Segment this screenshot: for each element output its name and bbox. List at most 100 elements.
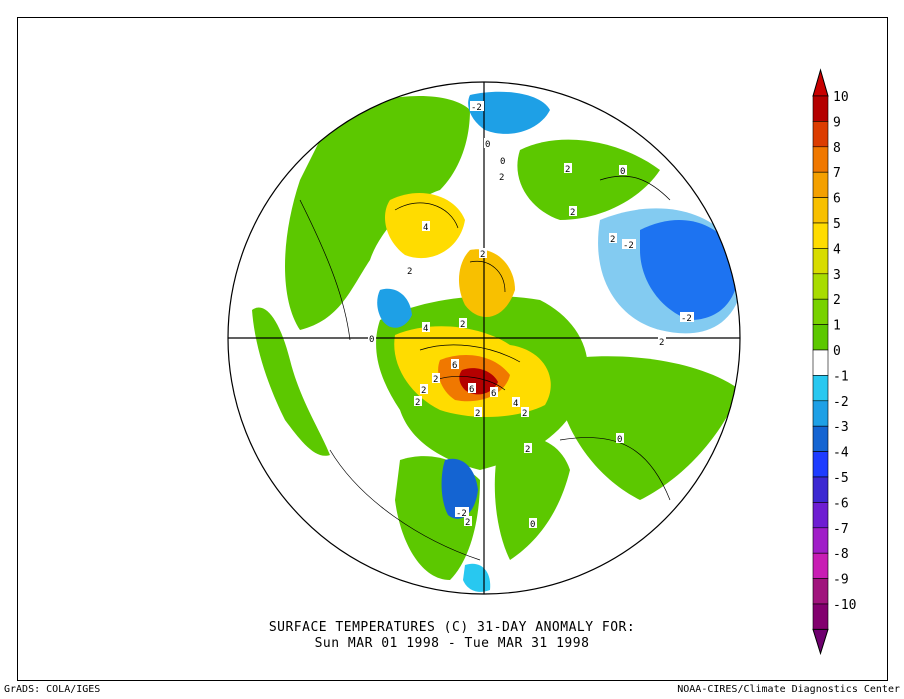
contour-label: 2 bbox=[610, 235, 615, 245]
map-title: SURFACE TEMPERATURES (C) 31-DAY ANOMALY … bbox=[268, 620, 636, 635]
colorbar-swatch bbox=[812, 451, 829, 478]
contour-label: 0 bbox=[369, 335, 374, 345]
anomaly-core-pole bbox=[458, 249, 515, 317]
contour-label: 0 bbox=[500, 157, 505, 167]
map-date-range: Sun MAR 01 1998 - Tue MAR 31 1998 bbox=[314, 636, 590, 651]
contour-label-bg bbox=[422, 322, 430, 332]
colorbar-label: -2 bbox=[833, 395, 849, 410]
contour-label: 2 bbox=[565, 165, 570, 175]
contour-label-bg bbox=[619, 165, 627, 175]
contour-label-bg bbox=[451, 359, 459, 369]
colorbar-label: -7 bbox=[833, 522, 849, 537]
contour-label-bg bbox=[622, 239, 636, 249]
contour-label-bg bbox=[658, 336, 666, 346]
colorbar-swatch bbox=[812, 552, 829, 579]
colorbar-label: 6 bbox=[833, 192, 841, 207]
colorbar-swatch bbox=[812, 349, 829, 376]
contour-label-bg bbox=[455, 507, 469, 517]
colorbar-top-arrow bbox=[812, 68, 829, 97]
credit-grads: GrADS: COLA/IGES bbox=[4, 684, 101, 695]
colorbar-label: 8 bbox=[833, 141, 841, 156]
contour-label: 2 bbox=[480, 250, 485, 260]
colorbar-label: 3 bbox=[833, 268, 841, 283]
anomaly-field bbox=[228, 82, 740, 594]
contour-label-bg bbox=[498, 171, 506, 181]
colorbar-swatch bbox=[812, 146, 829, 173]
contour-label-bg bbox=[414, 396, 422, 406]
contour-label: 4 bbox=[423, 223, 428, 233]
contour-label: 2 bbox=[522, 409, 527, 419]
anomaly-region-warm-pacific bbox=[252, 307, 330, 456]
colorbar-label: 1 bbox=[833, 319, 841, 334]
contour-label-bg bbox=[406, 265, 414, 275]
colorbar-swatch bbox=[812, 425, 829, 452]
anomaly-region-warm-atlantic-east bbox=[494, 436, 570, 560]
colorbar-swatch bbox=[812, 476, 829, 503]
contour-label: -2 bbox=[456, 509, 467, 519]
contour-label: 2 bbox=[460, 320, 465, 330]
colorbar-label: 5 bbox=[833, 217, 841, 232]
contour-label: 2 bbox=[407, 267, 412, 277]
contour-label-bg bbox=[490, 387, 498, 397]
colorbar-swatch bbox=[812, 273, 829, 300]
colorbar-label: 10 bbox=[833, 90, 849, 105]
contour-label-bg bbox=[459, 318, 467, 328]
contour-label-bg bbox=[512, 397, 520, 407]
contour-label-bg bbox=[420, 384, 428, 394]
colorbar-swatch bbox=[812, 197, 829, 224]
contour-label-bg bbox=[474, 407, 482, 417]
colorbar-swatch bbox=[812, 527, 829, 554]
colorbar-swatch bbox=[812, 578, 829, 605]
contour-label: 4 bbox=[513, 399, 518, 409]
contour-label: 4 bbox=[423, 324, 428, 334]
plot-frame bbox=[17, 17, 888, 681]
contour-label: 6 bbox=[491, 389, 496, 399]
colorbar-swatch bbox=[812, 95, 829, 122]
contour-label-bg bbox=[529, 518, 537, 528]
contour-label: 6 bbox=[469, 385, 474, 395]
colorbar-label: -4 bbox=[833, 446, 849, 461]
contour-label: 0 bbox=[530, 520, 535, 530]
contour-label: 0 bbox=[617, 435, 622, 445]
contour-label: 2 bbox=[525, 445, 530, 455]
contour-label-bg bbox=[479, 248, 487, 258]
anomaly-region-warm-siberia bbox=[517, 139, 660, 220]
contour-label: 0 bbox=[620, 167, 625, 177]
colorbar-swatch bbox=[812, 400, 829, 427]
anomaly-cold-canada bbox=[377, 288, 412, 328]
colorbar-bottom-arrow bbox=[812, 628, 829, 656]
colorbar-label: 4 bbox=[833, 242, 841, 257]
contour-lines bbox=[299, 175, 671, 561]
colorbar-label: 9 bbox=[833, 115, 841, 130]
contour-label: 2 bbox=[433, 375, 438, 385]
contour-label: 2 bbox=[475, 409, 480, 419]
colorbar-label: -10 bbox=[833, 598, 856, 613]
contour-label-bg bbox=[521, 407, 529, 417]
colorbar-swatch bbox=[812, 222, 829, 249]
contour-label-bg bbox=[609, 233, 617, 243]
contour-label-bg bbox=[680, 312, 694, 322]
contour-label: 2 bbox=[465, 518, 470, 528]
colorbar-swatch bbox=[812, 171, 829, 198]
contour-label: -2 bbox=[471, 103, 482, 113]
colorbar-swatch bbox=[812, 248, 829, 275]
anomaly-cold-us bbox=[441, 458, 478, 519]
anomaly-cold-north-pacific bbox=[468, 91, 550, 134]
colorbar-label: -1 bbox=[833, 369, 849, 384]
contour-label: 2 bbox=[570, 208, 575, 218]
contour-label-bg bbox=[564, 163, 572, 173]
colorbar-label: -6 bbox=[833, 496, 849, 511]
credit-noaa: NOAA-CIRES/Climate Diagnostics Center bbox=[677, 684, 900, 695]
colorbar-swatch bbox=[812, 324, 829, 351]
colorbar-label: -9 bbox=[833, 573, 849, 588]
colorbar-label: 2 bbox=[833, 293, 841, 308]
contour-label: -2 bbox=[681, 314, 692, 324]
colorbar-swatch bbox=[812, 121, 829, 148]
contour-label-bg bbox=[368, 333, 376, 343]
contour-label: 2 bbox=[421, 386, 426, 396]
contour-label-bg bbox=[422, 221, 430, 231]
contour-label: 2 bbox=[659, 338, 664, 348]
colorbar-swatch bbox=[812, 298, 829, 325]
